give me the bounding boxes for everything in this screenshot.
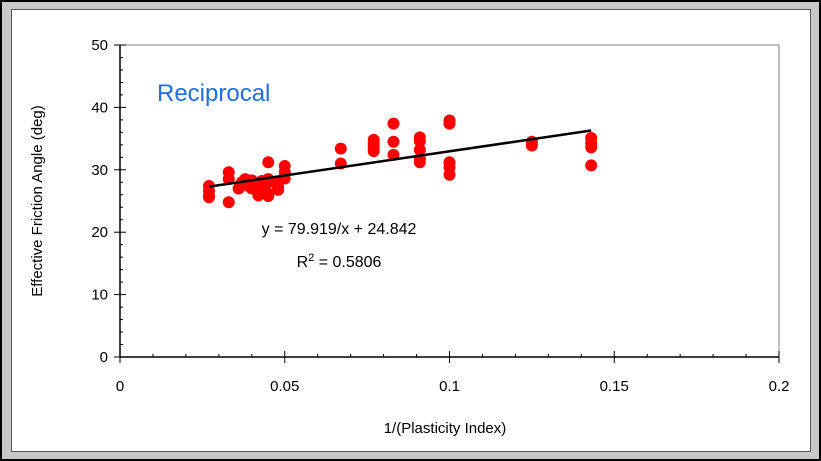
trendline	[208, 129, 592, 188]
data-point	[387, 135, 400, 148]
data-point	[262, 190, 275, 203]
x-tick-label: 0	[116, 378, 124, 395]
data-point	[387, 148, 400, 161]
y-tick-label: 20	[91, 224, 108, 241]
axes: 0 10 20 30 40 50 0 0.05 0.1 0.15 0.2	[91, 37, 789, 395]
r-squared-value: = 0.5806	[314, 254, 381, 271]
data-point	[252, 189, 265, 202]
chart-annotation: Reciprocal	[157, 80, 270, 107]
data-point	[272, 183, 285, 196]
y-tick-label: 50	[91, 37, 108, 54]
y-tick-label: 30	[91, 162, 108, 179]
data-point	[387, 117, 400, 130]
data-point	[334, 142, 347, 155]
y-axis-title: Effective Friction Angle (deg)	[29, 105, 46, 296]
data-point	[222, 196, 235, 209]
data-point	[367, 145, 380, 158]
data-point	[202, 191, 215, 204]
data-point	[262, 156, 275, 169]
x-tick-label: 0.1	[439, 378, 460, 395]
y-tick-label: 0	[100, 349, 108, 366]
x-tick-label: 0.05	[270, 378, 299, 395]
chart-panel: 0 10 20 30 40 50 0 0.05 0.1 0.15 0.2 Reciprocal y …	[11, 9, 811, 452]
scatter-chart: 0 10 20 30 40 50 0 0.05 0.1 0.15 0.2 Reciprocal y …	[29, 37, 789, 437]
data-point	[585, 141, 598, 154]
y-tick-label: 40	[91, 99, 108, 116]
y-tick-label: 10	[91, 287, 108, 304]
r-squared-prefix: R	[297, 254, 309, 271]
trendline-group	[208, 129, 592, 188]
x-tick-label: 0.15	[600, 378, 629, 395]
trendline-equation: y = 79.919/x + 24.842	[262, 221, 417, 238]
data-point	[443, 168, 456, 181]
x-axis-title: 1/(Plasticity Index)	[384, 420, 507, 437]
data-point	[443, 117, 456, 130]
data-point	[413, 156, 426, 169]
data-point	[413, 143, 426, 156]
data-points	[202, 114, 598, 209]
data-point	[413, 135, 426, 148]
data-point	[585, 159, 598, 172]
data-point	[525, 139, 538, 152]
r-squared-superscript: 2	[308, 252, 314, 264]
r-squared-label: R2 = 0.5806	[297, 252, 382, 271]
x-tick-label: 0.2	[769, 378, 790, 395]
